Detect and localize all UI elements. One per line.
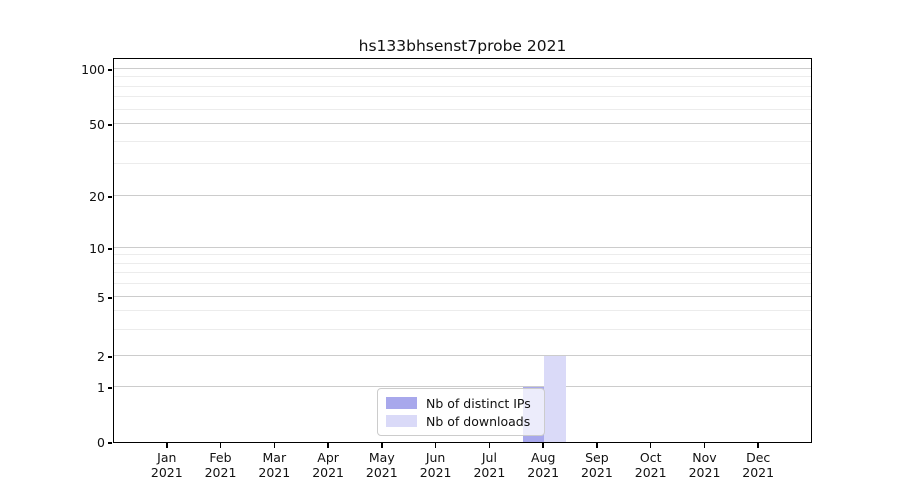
gridline-major	[114, 295, 811, 297]
x-tick-mark	[596, 443, 598, 448]
x-tick-mark	[542, 443, 544, 448]
y-tick-label: 50	[89, 117, 105, 132]
x-tick-label-line: May	[368, 450, 395, 465]
legend-item-downloads: Nb of downloads	[386, 414, 536, 429]
gridline-minor	[114, 108, 811, 110]
x-tick-mark	[166, 443, 168, 448]
x-tick-label-line: 2021	[150, 465, 183, 480]
x-tick-label-line: Dec	[746, 450, 771, 465]
gridline-major	[114, 355, 811, 357]
gridline-major	[114, 195, 811, 196]
bar-downloads	[544, 356, 566, 442]
legend-swatch-distinct-ips-icon	[386, 397, 417, 409]
x-tick-label-line: Feb	[209, 450, 232, 465]
x-tick-label-line: Apr	[317, 450, 339, 465]
chart-title: hs133bhsenst7probe 2021	[358, 37, 567, 55]
x-tick-mark	[327, 443, 329, 448]
x-tick-label-line: 2021	[580, 465, 613, 480]
y-tick-label: 20	[89, 189, 105, 204]
x-tick-mark	[757, 443, 759, 448]
y-tick-label: 1	[97, 379, 105, 395]
x-tick-mark	[273, 443, 276, 448]
x-tick-label-line: 2021	[473, 465, 506, 480]
gridline-minor	[114, 96, 811, 98]
gridline-minor	[114, 328, 811, 330]
y-tick-mark	[108, 124, 112, 126]
legend: Nb of distinct IPs Nb of downloads	[377, 388, 545, 436]
legend-label-downloads: Nb of downloads	[426, 413, 531, 429]
x-tick-mark	[381, 443, 383, 448]
y-tick-mark	[108, 69, 112, 71]
x-tick-label: Jan 2021	[135, 450, 199, 480]
legend-item-distinct-ips: Nb of distinct IPs	[386, 396, 536, 411]
x-tick-mark	[649, 443, 652, 448]
x-tick-mark	[703, 443, 706, 448]
x-tick-label-line: Jun	[425, 450, 446, 465]
x-tick-label-line: 2021	[688, 465, 721, 480]
x-tick-label: Mar 2021	[242, 450, 306, 480]
gridline-minor	[114, 262, 811, 264]
gridline-minor	[114, 76, 811, 78]
gridline-minor	[114, 140, 811, 142]
x-tick-label: May 2021	[350, 450, 414, 480]
y-tick-mark	[108, 248, 112, 250]
x-tick-label: Apr 2021	[296, 450, 360, 480]
gridline-minor	[114, 254, 811, 256]
x-tick-label-line: 2021	[312, 465, 344, 480]
y-tick-label: 10	[89, 241, 105, 256]
x-tick-label-line: Sep	[585, 450, 609, 465]
x-tick-label-line: Mar	[262, 450, 287, 465]
gridline-major	[114, 385, 811, 387]
gridline-minor	[114, 85, 811, 87]
y-tick-label: 2	[97, 349, 105, 365]
x-tick-label: Sep 2021	[565, 450, 629, 480]
x-tick-label-line: 2021	[419, 465, 452, 480]
gridline-major	[114, 67, 811, 69]
gridline-major	[114, 247, 811, 248]
x-tick-label: Oct 2021	[619, 450, 683, 480]
y-tick-label: 5	[97, 289, 105, 305]
x-tick-label-line: 2021	[258, 465, 291, 480]
x-tick-label: Jul 2021	[457, 450, 521, 480]
gridline-minor	[114, 310, 811, 312]
x-tick-mark	[434, 443, 437, 448]
x-tick-label: Dec 2021	[726, 450, 790, 480]
x-tick-label: Jun 2021	[404, 450, 468, 480]
x-tick-label-line: 2021	[742, 465, 775, 480]
y-tick-label: 100	[81, 61, 105, 77]
x-tick-label: Aug 2021	[511, 450, 575, 480]
gridline-minor	[114, 163, 811, 165]
x-tick-label-line: 2021	[365, 465, 398, 480]
x-tick-label-line: Jan	[157, 450, 177, 465]
y-tick-mark	[108, 387, 112, 389]
gridline-major	[114, 123, 811, 124]
legend-swatch-downloads-icon	[386, 415, 417, 427]
y-tick-mark	[108, 196, 112, 198]
x-tick-mark	[219, 443, 222, 448]
x-tick-label-line: 2021	[204, 465, 237, 480]
y-tick-mark	[108, 297, 112, 299]
gridline-minor	[114, 283, 811, 284]
x-tick-mark	[488, 443, 491, 448]
x-tick-label-line: Jul	[481, 450, 497, 465]
gridline-minor	[114, 272, 811, 274]
x-tick-label-line: Aug	[530, 450, 556, 465]
legend-label-distinct-ips: Nb of distinct IPs	[426, 395, 531, 411]
x-tick-label-line: 2021	[527, 465, 560, 480]
x-tick-label: Feb 2021	[189, 450, 253, 480]
x-tick-label-line: 2021	[634, 465, 667, 480]
y-tick-mark	[108, 442, 112, 444]
x-tick-label-line: Oct	[639, 450, 662, 465]
y-tick-label: 0	[97, 435, 105, 450]
x-tick-label: Nov 2021	[673, 450, 737, 480]
y-tick-mark	[108, 356, 112, 358]
x-tick-label-line: Nov	[692, 450, 717, 465]
plot-area	[113, 58, 812, 443]
